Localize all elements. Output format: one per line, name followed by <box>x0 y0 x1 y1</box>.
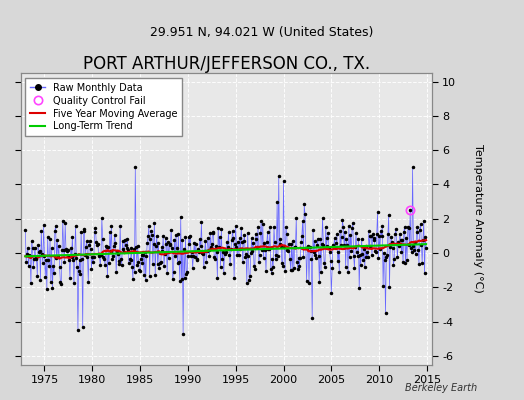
Legend: Raw Monthly Data, Quality Control Fail, Five Year Moving Average, Long-Term Tren: Raw Monthly Data, Quality Control Fail, … <box>26 78 182 136</box>
Text: Berkeley Earth: Berkeley Earth <box>405 383 477 393</box>
Text: 29.951 N, 94.021 W (United States): 29.951 N, 94.021 W (United States) <box>150 26 374 39</box>
Y-axis label: Temperature Anomaly (°C): Temperature Anomaly (°C) <box>473 144 483 293</box>
Title: PORT ARTHUR/JEFFERSON CO., TX.: PORT ARTHUR/JEFFERSON CO., TX. <box>83 55 370 73</box>
